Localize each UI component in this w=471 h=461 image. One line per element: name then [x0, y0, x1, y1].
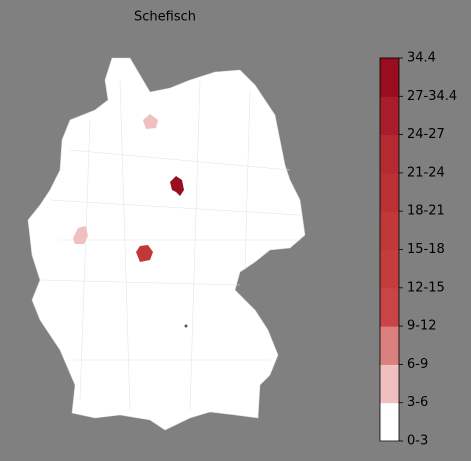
colorbar-tick-label: 3-6	[407, 395, 428, 410]
colorbar-tick-label: 21-24	[407, 165, 445, 180]
district-highlight	[73, 226, 88, 244]
colorbar-tick-label: 6-9	[407, 357, 428, 372]
colorbar-segment	[380, 326, 399, 365]
colorbar-tick-label: 27-34.4	[407, 89, 457, 104]
colorbar-segment	[380, 58, 399, 97]
colorbar-segment	[380, 402, 399, 442]
colorbar-tick-label: 15-18	[407, 242, 445, 257]
map-title: Schefisch	[134, 10, 196, 25]
colorbar-segment	[380, 211, 399, 250]
district-lines	[39, 79, 301, 411]
germany-map	[27, 57, 306, 431]
colorbar-segment	[380, 249, 399, 289]
colorbar-tick-label: 24-27	[407, 127, 445, 142]
colorbar-segment	[380, 364, 399, 404]
colorbar-tick-label: 9-12	[407, 319, 437, 334]
colorbar-segment	[380, 96, 399, 136]
district-highlight	[136, 245, 153, 262]
colorbar-tick-label: 34.4	[407, 51, 436, 66]
colorbar-segment	[380, 134, 399, 174]
colorbar-tick-label: 18-21	[407, 204, 445, 219]
colorbar-tick-label: 12-15	[407, 280, 445, 295]
district-highlight	[143, 114, 158, 129]
country-outline	[27, 57, 306, 431]
colorbar-tick-label: 0-3	[407, 434, 428, 449]
colorbar-segment	[380, 172, 399, 212]
district-dot	[184, 324, 188, 328]
colorbar-segment	[380, 287, 399, 327]
colorbar: 0-3 3-6 6-9 9-12 12-15 15-18 18-21 21-24 24-27 27…	[379, 51, 457, 449]
district-highlight	[170, 176, 184, 196]
